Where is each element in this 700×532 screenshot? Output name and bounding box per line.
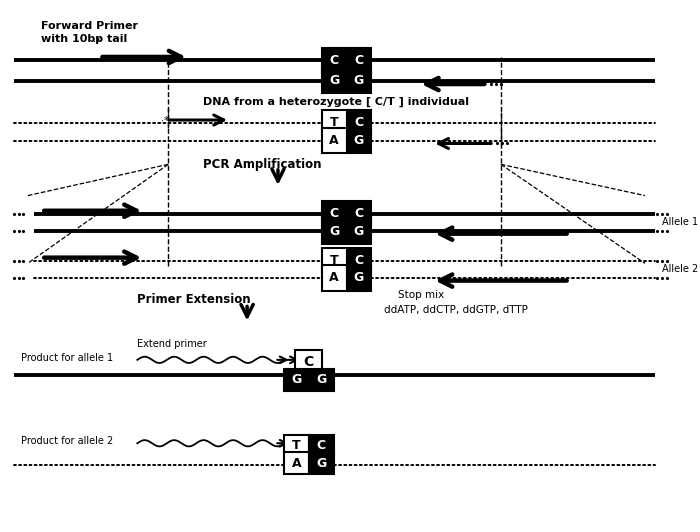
Text: Extend primer: Extend primer: [137, 339, 207, 349]
Text: G: G: [354, 225, 364, 238]
FancyBboxPatch shape: [322, 248, 346, 273]
Text: PCR Amplification: PCR Amplification: [202, 158, 321, 171]
FancyBboxPatch shape: [322, 47, 371, 72]
FancyBboxPatch shape: [346, 265, 371, 290]
Text: G: G: [354, 271, 364, 285]
Text: Allele 1: Allele 1: [662, 218, 699, 228]
Text: ·*: ·*: [92, 37, 101, 47]
FancyBboxPatch shape: [322, 69, 371, 94]
Text: G: G: [354, 135, 364, 147]
Text: with 10bp tail: with 10bp tail: [41, 34, 127, 44]
FancyBboxPatch shape: [346, 248, 371, 273]
Text: T: T: [330, 254, 339, 267]
FancyBboxPatch shape: [284, 452, 309, 474]
Text: C: C: [354, 207, 363, 220]
FancyBboxPatch shape: [295, 350, 323, 375]
Text: C: C: [354, 54, 363, 66]
FancyBboxPatch shape: [346, 110, 371, 135]
Text: ddATP, ddCTP, ddGTP, dTTP: ddATP, ddCTP, ddGTP, dTTP: [384, 305, 528, 315]
Text: Primer Extension: Primer Extension: [137, 293, 251, 306]
Text: C: C: [354, 116, 363, 129]
Text: C: C: [354, 254, 363, 267]
FancyBboxPatch shape: [322, 110, 346, 135]
FancyBboxPatch shape: [346, 128, 371, 153]
Text: C: C: [304, 355, 314, 369]
Text: A: A: [330, 271, 339, 285]
Text: Stop mix: Stop mix: [398, 290, 444, 300]
Text: C: C: [330, 54, 339, 66]
FancyBboxPatch shape: [322, 265, 346, 290]
FancyBboxPatch shape: [322, 201, 371, 227]
Text: Product for allele 2: Product for allele 2: [21, 436, 113, 446]
Text: A: A: [292, 456, 301, 470]
Text: ·*: ·*: [161, 116, 169, 126]
Text: DNA from a heterozygote [ C/T ] individual: DNA from a heterozygote [ C/T ] individu…: [202, 97, 468, 107]
FancyBboxPatch shape: [284, 435, 309, 457]
Text: G: G: [316, 373, 326, 386]
Text: Allele 2: Allele 2: [662, 264, 699, 275]
Text: G: G: [291, 373, 302, 386]
Text: Forward Primer: Forward Primer: [41, 21, 139, 31]
Text: G: G: [316, 456, 326, 470]
Text: G: G: [329, 74, 340, 87]
FancyBboxPatch shape: [309, 435, 333, 457]
Text: G: G: [329, 225, 340, 238]
FancyBboxPatch shape: [322, 219, 371, 244]
Text: T: T: [292, 439, 301, 452]
FancyBboxPatch shape: [309, 452, 333, 474]
FancyBboxPatch shape: [284, 369, 333, 390]
Text: Product for allele 1: Product for allele 1: [21, 353, 113, 363]
Text: T: T: [330, 116, 339, 129]
Text: G: G: [354, 74, 364, 87]
Text: A: A: [330, 135, 339, 147]
Text: C: C: [330, 207, 339, 220]
Text: C: C: [316, 439, 326, 452]
FancyBboxPatch shape: [322, 128, 346, 153]
